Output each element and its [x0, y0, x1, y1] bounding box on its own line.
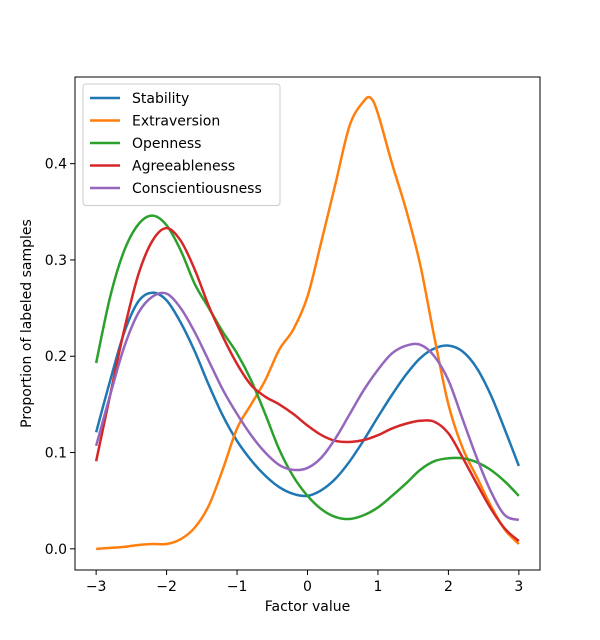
series-layer — [94, 95, 521, 551]
x-tick-label: −3 — [86, 579, 107, 595]
series-line-conscientiousness — [94, 291, 520, 522]
x-tick-label: 2 — [444, 579, 453, 595]
x-axis-label: Factor value — [265, 599, 351, 615]
series-line-openness — [94, 214, 520, 521]
y-tick-label: 0.4 — [45, 157, 67, 173]
legend-box — [82, 83, 281, 206]
x-tick-label: −2 — [156, 579, 177, 595]
legend: Stability Extraversion Openness Agreeablene… — [82, 83, 281, 206]
series-line-extraversion — [96, 95, 520, 551]
legend-entry: Openness — [132, 136, 201, 152]
y-axis-label: Proportion of labeled samples — [19, 219, 35, 428]
series-line-agreeableness — [94, 226, 520, 543]
legend-entry: Stability — [132, 91, 189, 107]
x-tick-label: 0 — [303, 579, 312, 595]
legend-entry: Extraversion — [132, 114, 220, 130]
x-tick-label: 3 — [514, 579, 523, 595]
y-tick-label: 0.2 — [45, 349, 67, 365]
legend-entry: Conscientiousness — [132, 181, 262, 197]
y-tick-label: 0.1 — [45, 446, 67, 462]
legend-entry: Agreeableness — [132, 159, 235, 175]
x-tick-label: −1 — [227, 579, 248, 595]
x-axis: −3 −2 −1 0 1 2 3 — [86, 570, 523, 595]
x-tick-label: 1 — [373, 579, 382, 595]
y-tick-label: 0.3 — [45, 253, 67, 269]
y-axis: 0.0 0.1 0.2 0.3 0.4 — [45, 157, 75, 558]
y-tick-label: 0.0 — [45, 542, 67, 558]
